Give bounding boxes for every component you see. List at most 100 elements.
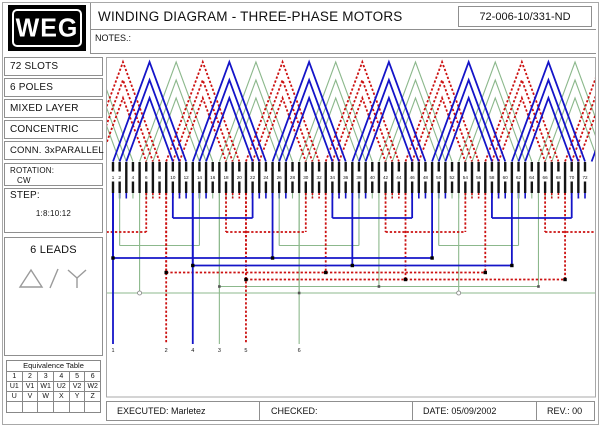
equivalence-table-row	[7, 402, 100, 412]
equivalence-cell: V1	[22, 382, 39, 392]
rotation-label: ROTATION:	[10, 166, 55, 175]
header-divider	[90, 3, 91, 54]
sidebar-item-label: CONCENTRIC	[10, 124, 79, 135]
equivalence-table-title: Equivalence Table	[7, 361, 100, 372]
step-value: 1:8:10:12	[35, 209, 72, 218]
svg-text:44: 44	[396, 175, 402, 180]
svg-text:38: 38	[356, 175, 362, 180]
svg-text:48: 48	[423, 175, 429, 180]
weg-logo-text: WEG	[15, 12, 79, 43]
svg-text:52: 52	[449, 175, 455, 180]
svg-text:46: 46	[410, 175, 416, 180]
svg-text:6: 6	[298, 348, 301, 354]
document-code-box: 72-006-10/331-ND	[458, 6, 592, 27]
equivalence-cell: 2	[22, 372, 39, 382]
connection-symbols	[5, 266, 102, 290]
title-underline	[90, 29, 596, 30]
svg-text:64: 64	[529, 175, 535, 180]
footer-divider	[536, 402, 537, 420]
leads-box: 6 LEADS	[4, 237, 103, 356]
equivalence-cell: V	[22, 392, 39, 402]
equivalence-cell	[54, 402, 70, 412]
delta-icon	[18, 268, 43, 288]
sidebar-item-connection: CONN. 3xPARALLEL	[4, 141, 104, 160]
weg-logo-frame: WEG	[12, 9, 82, 47]
wye-icon	[67, 269, 86, 288]
equivalence-cell: 3	[38, 372, 55, 382]
equivalence-cell: W1	[38, 382, 55, 392]
svg-text:8: 8	[158, 175, 161, 180]
footer-executed: EXECUTED: Marletez	[117, 406, 206, 416]
equivalence-cell	[23, 402, 39, 412]
footer-date: DATE: 05/09/2002	[423, 406, 497, 416]
sidebar-item-label: MIXED LAYER	[10, 103, 79, 114]
svg-text:72: 72	[582, 175, 588, 180]
equivalence-cell: U	[7, 392, 23, 402]
equivalence-cell: 1	[7, 372, 23, 382]
equivalence-cell: Y	[69, 392, 86, 402]
sidebar-item-poles: 6 POLES	[4, 78, 103, 97]
equivalence-cell: 6	[85, 372, 101, 382]
page-title: WINDING DIAGRAM - THREE-PHASE MOTORS	[98, 9, 403, 24]
sidebar-item-winding-type: CONCENTRIC	[4, 120, 103, 139]
step-box: STEP: 1:8:10:12	[4, 188, 103, 233]
equivalence-table-rows: 1 2 3 4 5 6 U1 V1 W1 U2 V2 W2 U V W X Y Z	[7, 372, 101, 412]
sidebar-item-slots: 72 SLOTS	[4, 57, 103, 76]
svg-text:24: 24	[263, 175, 269, 180]
svg-text:18: 18	[223, 175, 229, 180]
equivalence-cell: U1	[7, 382, 23, 392]
equivalence-cell: 5	[69, 372, 86, 382]
equivalence-cell: Z	[85, 392, 101, 402]
sidebar-item-label: CONN. 3xPARALLEL	[10, 145, 104, 156]
equivalence-cell: 4	[54, 372, 70, 382]
svg-text:58: 58	[489, 175, 495, 180]
svg-text:34: 34	[330, 175, 336, 180]
equivalence-cell: W	[38, 392, 55, 402]
svg-text:2: 2	[118, 175, 121, 180]
svg-text:4: 4	[191, 348, 194, 354]
svg-text:6: 6	[145, 175, 148, 180]
notes-label: NOTES.:	[95, 33, 132, 43]
rotation-box: ROTATION: CW	[4, 163, 103, 186]
svg-text:16: 16	[210, 175, 216, 180]
svg-text:3: 3	[218, 348, 221, 354]
equivalence-cell	[7, 402, 23, 412]
footer-bar: EXECUTED: Marletez CHECKED: DATE: 05/09/…	[106, 401, 595, 421]
svg-text:1: 1	[112, 175, 115, 180]
equivalence-cell: W2	[85, 382, 101, 392]
svg-text:40: 40	[370, 175, 376, 180]
footer-divider	[412, 402, 413, 420]
leads-label: 6 LEADS	[30, 244, 77, 256]
svg-text:56: 56	[476, 175, 482, 180]
svg-text:60: 60	[503, 175, 509, 180]
svg-text:26: 26	[277, 175, 283, 180]
sidebar-item-label: 72 SLOTS	[10, 61, 59, 72]
sidebar-item-label: 6 POLES	[10, 82, 54, 93]
equivalence-table-row: U1 V1 W1 U2 V2 W2	[7, 382, 101, 392]
svg-text:36: 36	[343, 175, 349, 180]
svg-text:4: 4	[132, 175, 135, 180]
footer-checked: CHECKED:	[271, 406, 318, 416]
svg-text:30: 30	[303, 175, 309, 180]
svg-text:1: 1	[111, 348, 114, 354]
svg-text:12: 12	[184, 175, 190, 180]
svg-text:70: 70	[569, 175, 575, 180]
svg-text:42: 42	[383, 175, 389, 180]
equivalence-cell	[70, 402, 86, 412]
svg-text:22: 22	[250, 175, 256, 180]
svg-text:28: 28	[290, 175, 296, 180]
equivalence-cell: X	[54, 392, 70, 402]
svg-text:14: 14	[197, 175, 203, 180]
notes-underline	[90, 53, 596, 54]
equivalence-cell	[38, 402, 55, 412]
equivalence-table: Equivalence Table 1 2 3 4 5 6 U1 V1 W1 U2 V2 W2 U V W X…	[6, 360, 101, 413]
svg-text:2: 2	[165, 348, 168, 354]
step-label: STEP:	[10, 190, 40, 201]
footer-divider	[259, 402, 260, 420]
svg-text:54: 54	[463, 175, 469, 180]
